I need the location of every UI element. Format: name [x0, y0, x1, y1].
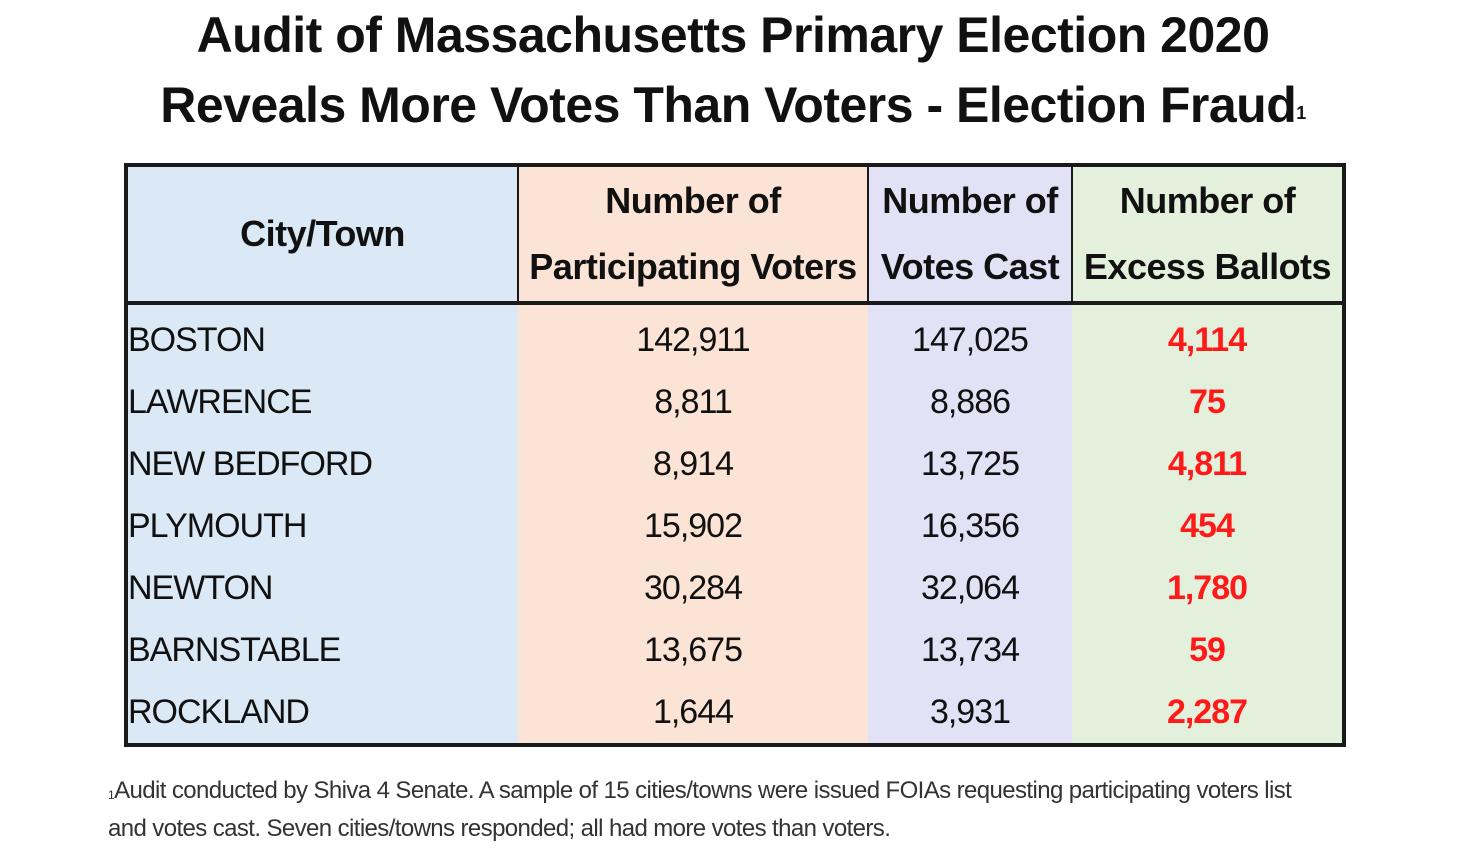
cell-votes: 13,734 — [868, 619, 1072, 681]
cell-excess: 4,811 — [1072, 433, 1344, 495]
table-row: BOSTON 142,911 147,025 4,114 — [126, 303, 1344, 371]
header-city: City/Town — [126, 165, 518, 305]
title-line-2: Reveals More Votes Than Voters - Electio… — [0, 70, 1466, 140]
table-header-row: City/Town Number of Participating Voters… — [126, 165, 1344, 305]
audit-table: City/Town Number of Participating Voters… — [124, 163, 1346, 747]
cell-participating: 30,284 — [518, 557, 868, 619]
cell-city: NEW BEDFORD — [126, 433, 518, 495]
cell-city: BOSTON — [126, 303, 518, 371]
cell-city: ROCKLAND — [126, 681, 518, 745]
footnote-line-1: 1Audit conducted by Shiva 4 Senate. A sa… — [108, 772, 1368, 810]
footnote-line-2: and votes cast. Seven cities/towns respo… — [108, 815, 891, 842]
cell-excess: 75 — [1072, 371, 1344, 433]
cell-excess: 454 — [1072, 495, 1344, 557]
cell-participating: 13,675 — [518, 619, 868, 681]
header-participating-line2: Participating Voters — [529, 246, 857, 287]
header-votes-cast: Number of Votes Cast — [867, 165, 1072, 305]
header-votes-line1: Number of — [882, 180, 1058, 221]
cell-participating: 142,911 — [518, 303, 868, 371]
cell-city: LAWRENCE — [126, 371, 518, 433]
cell-participating: 1,644 — [518, 681, 868, 745]
cell-participating: 8,811 — [518, 371, 868, 433]
header-participating-voters: Number of Participating Voters — [517, 165, 868, 305]
cell-city: BARNSTABLE — [126, 619, 518, 681]
cell-excess: 2,287 — [1072, 681, 1344, 745]
cell-votes: 16,356 — [868, 495, 1072, 557]
header-excess-line1: Number of — [1119, 180, 1296, 221]
cell-excess: 1,780 — [1072, 557, 1344, 619]
cell-votes: 8,886 — [868, 371, 1072, 433]
table-row: PLYMOUTH 15,902 16,356 454 — [126, 495, 1344, 557]
header-excess-ballots: Number of Excess Ballots — [1071, 165, 1344, 305]
header-city-label: City/Town — [240, 213, 405, 254]
header-votes-line2: Votes Cast — [880, 246, 1060, 287]
table-row: ROCKLAND 1,644 3,931 2,287 — [126, 681, 1344, 745]
table-row: BARNSTABLE 13,675 13,734 59 — [126, 619, 1344, 681]
cell-votes: 147,025 — [868, 303, 1072, 371]
title-footnote-marker: 1 — [1296, 103, 1306, 123]
title-line-1: Audit of Massachusetts Primary Election … — [196, 7, 1270, 63]
cell-votes: 13,725 — [868, 433, 1072, 495]
cell-city: PLYMOUTH — [126, 495, 518, 557]
header-participating-line1: Number of — [605, 180, 781, 221]
cell-votes: 3,931 — [868, 681, 1072, 745]
cell-participating: 15,902 — [518, 495, 868, 557]
title-line-2-text: Reveals More Votes Than Voters - Electio… — [160, 77, 1297, 133]
table-row: NEWTON 30,284 32,064 1,780 — [126, 557, 1344, 619]
page-title: Audit of Massachusetts Primary Election … — [0, 0, 1466, 140]
footnote-marker: 1 — [108, 788, 115, 802]
table-row: LAWRENCE 8,811 8,886 75 — [126, 371, 1344, 433]
table-row: NEW BEDFORD 8,914 13,725 4,811 — [126, 433, 1344, 495]
cell-participating: 8,914 — [518, 433, 868, 495]
cell-city: NEWTON — [126, 557, 518, 619]
footnote-line-1-text: Audit conducted by Shiva 4 Senate. A sam… — [114, 777, 1292, 804]
cell-votes: 32,064 — [868, 557, 1072, 619]
footnote: 1Audit conducted by Shiva 4 Senate. A sa… — [108, 772, 1368, 848]
header-excess-line2: Excess Ballots — [1083, 246, 1332, 287]
cell-excess: 59 — [1072, 619, 1344, 681]
cell-excess: 4,114 — [1072, 303, 1344, 371]
